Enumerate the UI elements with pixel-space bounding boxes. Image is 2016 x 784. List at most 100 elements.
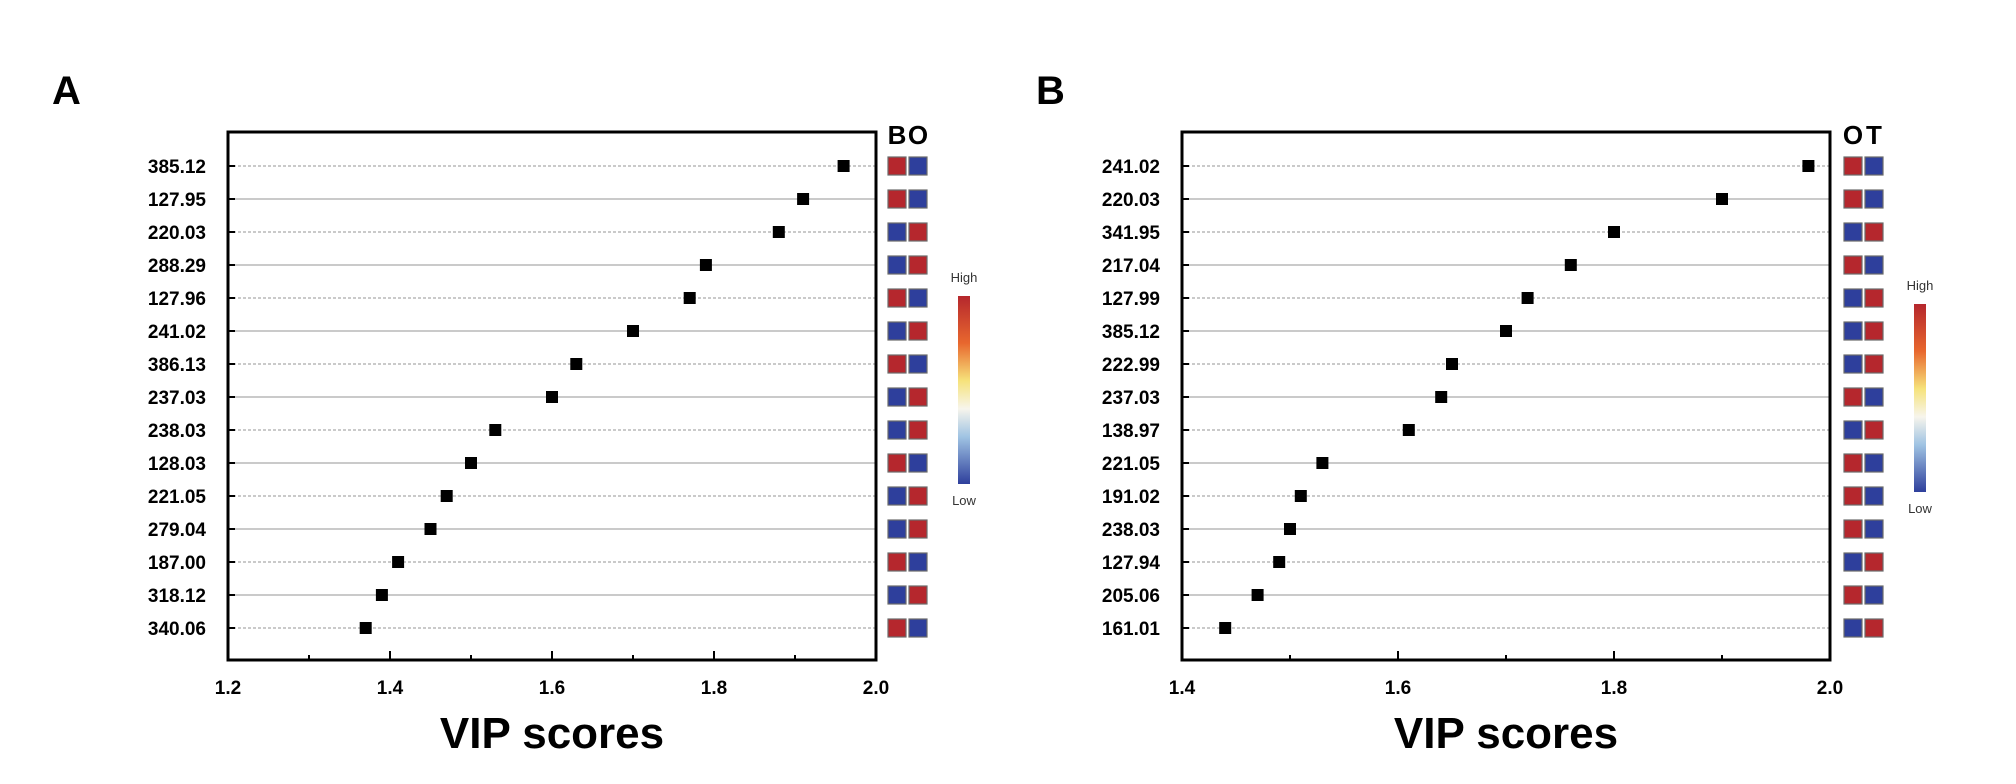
panel-b: B 241.02 220.03 341.95 217.04 127.99 385.12 22… <box>1036 69 1933 758</box>
heatmap-column-header: O <box>1843 120 1863 150</box>
heatmap-cell <box>908 387 928 407</box>
data-point <box>1273 556 1286 568</box>
plot-frame <box>1180 130 1832 662</box>
y-tick-label: 385.12 <box>1102 322 1160 343</box>
y-tick-label: 205.06 <box>1102 586 1160 607</box>
colorbar-high-label: High <box>1907 278 1934 293</box>
heatmap-cell <box>908 552 928 572</box>
y-tick-label: 221.05 <box>148 487 207 508</box>
heatmap-cell <box>908 222 928 242</box>
x-tick-label: 1.8 <box>701 678 727 699</box>
y-tick-label: 386.13 <box>148 355 206 376</box>
y-tick-label: 138.97 <box>1102 421 1160 442</box>
data-markers <box>359 160 850 634</box>
heatmap-cell <box>1843 486 1863 506</box>
colorbar-gradient <box>958 296 970 484</box>
data-point <box>570 358 583 370</box>
y-tick-label: 288.29 <box>148 256 206 277</box>
y-tick-labels: 241.02 220.03 341.95 217.04 127.99 385.12 222.… <box>1102 157 1189 640</box>
heatmap-cell <box>1864 585 1884 605</box>
heatmap-cell <box>1843 321 1863 341</box>
y-tick-label: 187.00 <box>148 553 206 574</box>
x-tick-label: 1.6 <box>1385 678 1411 699</box>
data-point <box>375 589 388 601</box>
data-point <box>546 391 558 403</box>
heatmap-cell <box>1843 387 1863 407</box>
heatmap-cell <box>887 255 907 275</box>
data-point <box>440 490 453 502</box>
x-tick-label: 1.2 <box>215 678 241 699</box>
heatmap-cell <box>887 552 907 572</box>
heatmap-cell <box>1864 453 1884 473</box>
y-tick-label: 385.12 <box>148 157 206 178</box>
data-point <box>1500 325 1512 337</box>
heatmap-cell <box>908 321 928 341</box>
heatmap-column-header: B <box>888 120 907 150</box>
data-point <box>797 193 810 205</box>
data-point <box>1284 523 1296 535</box>
heatmap-cell <box>887 618 907 638</box>
heatmap-cell <box>1843 453 1863 473</box>
heatmap-cell <box>1864 486 1884 506</box>
heatmap-cell <box>887 288 907 308</box>
colorbar-low-label: Low <box>1908 501 1932 516</box>
data-point <box>1219 622 1232 634</box>
y-tick-label: 217.04 <box>1102 256 1161 277</box>
heatmap-cell <box>908 288 928 308</box>
y-tick-label: 237.03 <box>148 388 206 409</box>
heatmap-cell <box>908 453 928 473</box>
heatmap-cell <box>1864 288 1884 308</box>
y-tick-label: 241.02 <box>1102 157 1160 178</box>
data-point <box>1802 160 1815 172</box>
heatmap-cell <box>908 585 928 605</box>
heatmap-cell <box>1864 156 1884 176</box>
y-tick-label: 222.99 <box>1102 355 1160 376</box>
data-point <box>1402 424 1415 436</box>
data-point <box>627 325 639 337</box>
heatmap-cell <box>1864 321 1884 341</box>
heatmap-cell <box>1864 519 1884 539</box>
y-tick-label: 127.95 <box>148 190 207 211</box>
heatmap-cell <box>1864 255 1884 275</box>
y-tick-label: 221.05 <box>1102 454 1161 475</box>
heatmap-cell <box>1864 552 1884 572</box>
data-point <box>1251 589 1264 601</box>
heatmap-cell <box>908 156 928 176</box>
data-point <box>1608 226 1620 238</box>
heatmap-cell <box>887 354 907 374</box>
colorbar: High Low <box>951 270 978 508</box>
heatmap-cell <box>887 519 907 539</box>
y-tick-label: 238.03 <box>1102 520 1160 541</box>
x-ticks: 1.2 1.4 1.6 1.8 2.0 <box>215 651 889 699</box>
heatmap-cell <box>1843 222 1863 242</box>
y-tick-label: 220.03 <box>148 223 206 244</box>
heatmap-cell <box>887 453 907 473</box>
data-point <box>837 160 850 172</box>
heatmap-cell <box>1864 618 1884 638</box>
y-tick-label: 127.94 <box>1102 553 1161 574</box>
data-point <box>1716 193 1728 205</box>
x-tick-label: 2.0 <box>1817 678 1843 699</box>
heatmap-cell <box>908 519 928 539</box>
data-point <box>1564 259 1577 271</box>
y-tick-label: 241.02 <box>148 322 206 343</box>
y-tick-label: 127.99 <box>1102 289 1160 310</box>
heatmap-column-header: O <box>908 120 928 150</box>
heatmap-cell <box>1843 420 1863 440</box>
heatmap-cell <box>908 255 928 275</box>
x-tick-label: 1.4 <box>1169 678 1196 699</box>
data-point <box>489 424 502 436</box>
y-tick-label: 128.03 <box>148 454 206 475</box>
y-tick-label: 161.01 <box>1102 619 1161 640</box>
heatmap-cell <box>1843 354 1863 374</box>
x-axis-label: VIP scores <box>440 709 664 758</box>
heatmap-cell <box>887 387 907 407</box>
heatmap-cell <box>887 156 907 176</box>
heatmap-cell <box>887 321 907 341</box>
x-tick-label: 1.8 <box>1601 678 1627 699</box>
heatmap-cell <box>887 420 907 440</box>
heatmap-cell <box>1864 387 1884 407</box>
heatmap-cell <box>1864 189 1884 209</box>
